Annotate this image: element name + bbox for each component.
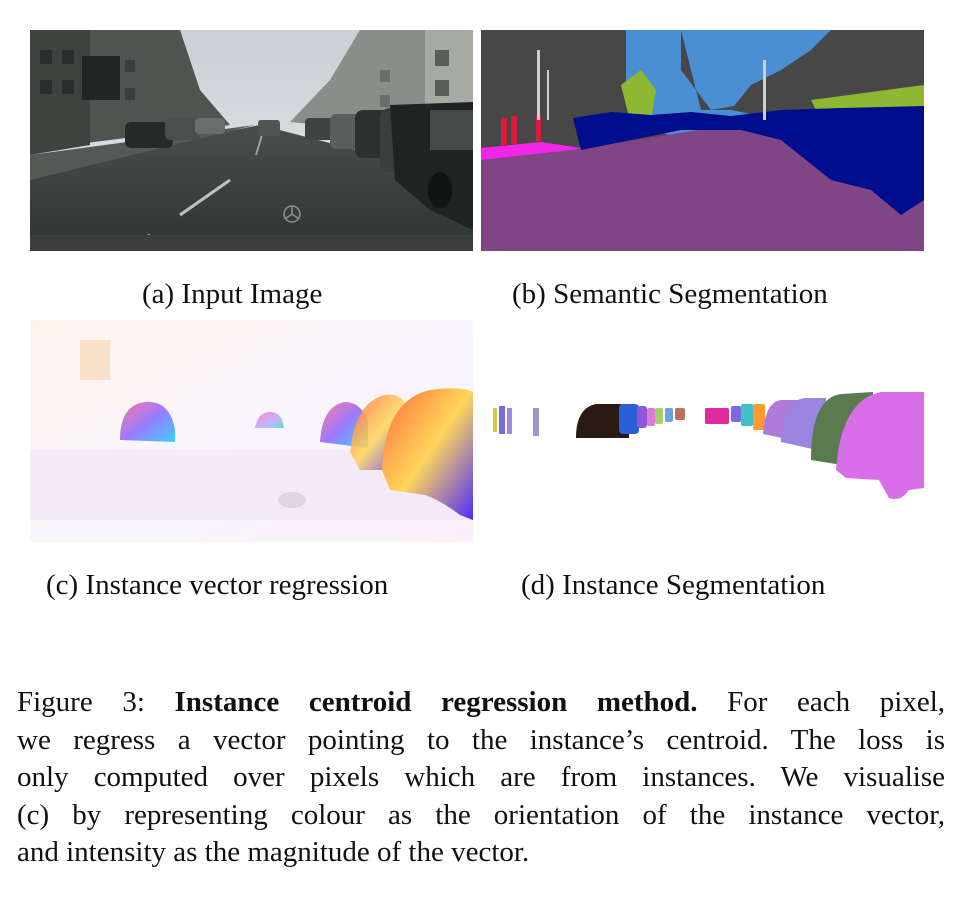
figure-title: Instance centroid regression method. — [174, 686, 698, 718]
person-region-3 — [536, 116, 541, 141]
input-image-panel — [30, 30, 473, 251]
vegetation-right-region — [811, 85, 924, 110]
car-instance-10 — [741, 404, 753, 426]
person-instance — [493, 408, 497, 432]
car-instance-5 — [655, 408, 663, 424]
caption-line-3: only computed over pixels which are from… — [17, 761, 945, 793]
car-instance-6 — [665, 408, 673, 422]
car-instance-2 — [619, 404, 639, 434]
input-image — [30, 30, 473, 251]
caption-line-1: Figure 3: Instance centroid regression m… — [17, 684, 945, 722]
person-region-2 — [511, 116, 517, 144]
subfigure-caption-b: (b) Semantic Segmentation — [512, 278, 828, 310]
semantic-segmentation-panel — [481, 30, 924, 251]
figure-caption: Figure 3: Instance centroid regression m… — [17, 684, 945, 872]
person-instance-2 — [499, 406, 505, 434]
instance-vector-regression-panel — [30, 320, 473, 542]
subfigure-caption-d: (d) Instance Segmentation — [521, 569, 826, 601]
instance-blob — [120, 401, 175, 442]
instance-blob-2 — [255, 412, 284, 428]
person-region — [501, 118, 507, 146]
car-instance-3 — [637, 406, 647, 428]
caption-line-5: and intensity as the magnitude of the ve… — [17, 836, 530, 868]
subfigure-caption-c: (c) Instance vector regression — [46, 569, 389, 601]
semantic-segmentation-image — [481, 30, 924, 251]
car-instance-11 — [753, 404, 765, 430]
vegetation-region — [621, 70, 656, 125]
caption-line-4: (c) by representing colour as the orient… — [17, 798, 945, 831]
caption-line-1-rest: For each pixel, — [727, 686, 946, 718]
instance-segmentation-image — [481, 320, 924, 542]
pole-region-2 — [547, 70, 549, 120]
person-instance-4 — [533, 408, 539, 436]
pole-region — [537, 50, 540, 120]
instance-segmentation-panel — [481, 320, 924, 542]
instance-vector-image — [30, 320, 473, 542]
subfigure-caption-a: (a) Input Image — [142, 278, 323, 310]
car-instance-15 — [836, 392, 924, 499]
instance-blob-5 — [382, 388, 473, 520]
car-region — [573, 106, 924, 215]
pole-region-3 — [763, 60, 766, 120]
car-instance-7 — [675, 408, 685, 420]
car-instance-8 — [705, 408, 729, 424]
car-instance-4 — [647, 408, 655, 426]
caption-line-2: we regress a vector pointing to the inst… — [17, 723, 945, 756]
figure-label: Figure 3: — [17, 686, 145, 718]
person-instance-3 — [507, 408, 512, 434]
car-instance — [576, 404, 629, 438]
car-instance-9 — [731, 406, 741, 422]
